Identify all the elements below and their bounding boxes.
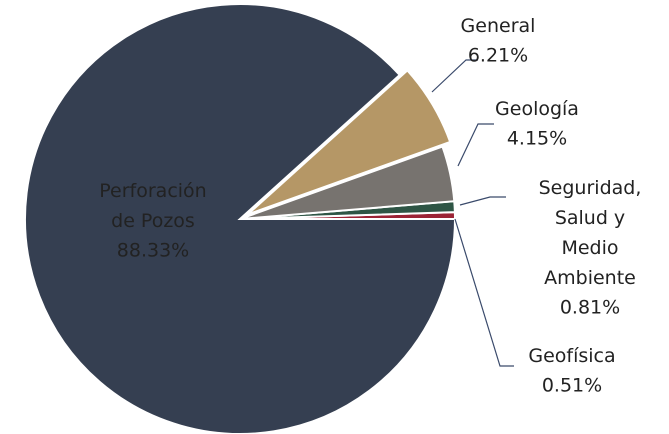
label-line: Seguridad, (539, 177, 642, 199)
leader-line (459, 196, 506, 206)
value-label: 6.21% (468, 45, 528, 67)
label-line: Geofísica (528, 345, 615, 367)
leader-line (457, 123, 494, 167)
value-label: 4.15% (507, 128, 567, 150)
leader-line (454, 218, 514, 367)
label-line: General (461, 15, 536, 37)
label-line: Salud y (555, 207, 625, 229)
slice-label: Perforación de Pozos (99, 180, 206, 232)
value-label: 0.81% (560, 297, 620, 319)
label-line: Geología (495, 98, 579, 120)
label-line: Ambiente (544, 267, 636, 289)
pie-slice (239, 145, 456, 220)
slice-label: Seguridad, Salud y Medio Ambiente (539, 177, 642, 289)
value-label: 0.51% (542, 375, 602, 397)
leader-line (431, 59, 478, 93)
label-line: de Pozos (111, 210, 195, 232)
pie-slice (247, 68, 452, 216)
label-line: Medio (561, 237, 618, 259)
slice-label: General (461, 15, 536, 37)
value-label: 88.33% (117, 240, 189, 262)
slice-label: Geología (495, 98, 579, 120)
label-line: Perforación (99, 180, 206, 202)
pie-slice (24, 3, 457, 434)
slice-label: Geofísica (528, 345, 615, 367)
